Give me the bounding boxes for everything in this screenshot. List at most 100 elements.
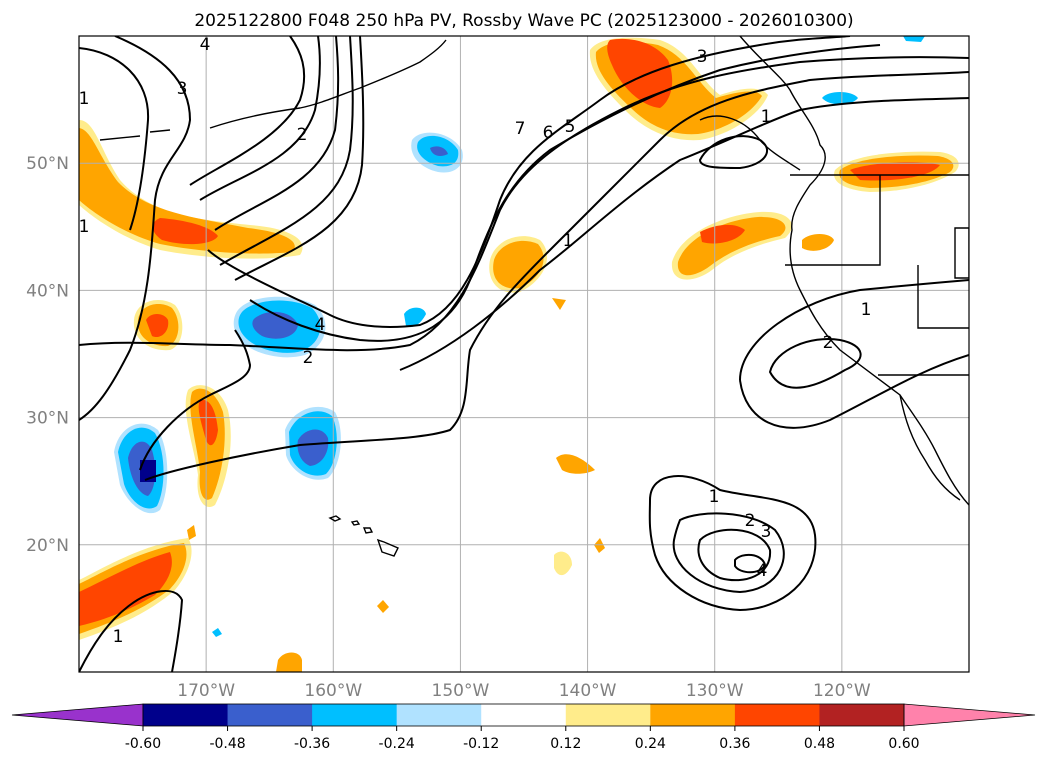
contour-label: 5 [565,117,576,137]
contour-label: 3 [697,47,708,67]
contour-label: 2 [297,125,308,145]
colorbar-segment [227,704,313,726]
contour-label: 1 [563,231,574,251]
negative-anomaly-small-3 [903,36,925,42]
positive-anomaly-interior-core [850,162,940,181]
positive-anomaly-w40-core [146,314,169,338]
colorbar-frame [142,703,905,727]
contour-line-7 [234,36,365,281]
baja-california-coast [899,394,961,501]
contour-2-main [79,56,969,352]
lon-tick-label: 130°W [686,681,744,701]
contour-label: 1 [709,487,720,507]
contour-2-south-closed [672,512,785,594]
negative-anomaly-small-4 [212,628,222,637]
north-america-coast [739,36,969,506]
contour-1-east-upper [739,279,969,381]
aleutian-islands [209,39,447,129]
contour-1-east-lower [739,354,969,429]
contour-1-west [139,329,252,471]
positive-anomaly-west-band-core [152,218,218,245]
positive-anomaly-small-6 [377,600,389,613]
contour-label: 7 [515,119,526,139]
chart-title: 2025122800 F048 250 hPa PV, Rossby Wave … [194,11,853,31]
contour-line-6 [219,36,354,266]
contour-2-east-closed [768,338,862,389]
contour-label: 4 [315,315,326,335]
contour-line-3 [189,36,306,186]
negative-anomaly-160w-core [297,429,329,466]
colorbar-tick-label: 0.48 [804,736,835,752]
positive-anomaly-gulf-alaska-core [607,38,673,108]
positive-anomaly-small-3 [594,538,605,553]
contour-line-5 [214,36,340,231]
lon-tick-label: 140°W [559,681,617,701]
colorbar-tick-label: 0.36 [719,736,750,752]
contour-1-south [79,589,184,672]
positive-anomaly-sw-core [79,552,172,626]
map-content: 4 3 2 1 1 7 6 5 3 1 4 2 1 1 2 1 2 3 4 1 [79,35,969,672]
state-borders [785,175,969,376]
contour-labels: 4 3 2 1 1 7 6 5 3 1 4 2 1 1 2 1 2 3 4 1 [79,35,872,647]
colorbar-segment [312,704,398,726]
negative-anomaly-164w-core [252,311,298,339]
colorbar-segment [565,704,651,726]
western-aleutians [99,129,171,141]
lon-tick-label: 120°W [813,681,871,701]
contour-1-long [144,71,969,481]
contour-line-1 [79,36,192,421]
colorbar-extend-max [903,703,1036,727]
contour-label: 2 [303,348,314,368]
lat-tick-label: 20°N [26,536,69,556]
positive-anomaly-small-5 [552,298,566,310]
map-frame [78,35,970,673]
positive-anomaly-small-2 [554,551,572,576]
gridlines [79,36,969,672]
longitude-labels: 170°W 160°W 150°W 140°W 130°W 120°W [177,681,871,701]
contour-label: 1 [761,107,772,127]
lat-tick-label: 50°N [26,154,69,174]
colorbar-tick-label: -0.60 [125,736,161,752]
positive-anomaly-central [493,240,544,289]
contour-label: 6 [543,123,554,143]
hawaii-islands [328,515,399,557]
lon-tick-label: 160°W [304,681,362,701]
pv-shading [79,36,959,672]
contour-1-south-closed [648,475,817,612]
contour-label: 1 [861,300,872,320]
lon-tick-label: 150°W [432,681,490,701]
positive-anomaly-w30-core [198,399,218,446]
colorbar-segment [819,704,905,726]
positive-anomaly-small-7 [187,525,196,540]
colorbar-segment [481,704,567,726]
colorbar-segment [650,704,736,726]
colorbar-tick-label: -0.36 [294,736,330,752]
contour-label: 3 [177,79,188,99]
contour-4-south-closed [734,553,767,574]
contour-label: 3 [761,522,772,542]
positive-anomaly-oregon [802,234,834,251]
positive-anomaly-offshore [677,216,786,276]
contour-line-4 [199,36,321,201]
colorbar-tick-label: -0.48 [209,736,245,752]
latitude-labels: 20°N 30°N 40°N 50°N [26,154,69,556]
lon-tick-label: 170°W [177,681,235,701]
contour-label: 4 [200,35,211,55]
colorbar-tick-label: 0.12 [550,736,581,752]
positive-anomaly-small-1 [556,454,595,474]
colorbar-segment [734,704,820,726]
colorbar: -0.60 -0.48 -0.36 -0.24 -0.12 0.12 0.24 0.36 0.4… [11,703,1036,752]
contour-label: 1 [79,217,90,237]
contour-3-south-closed [697,528,772,582]
positive-anomaly-small-4 [276,652,302,672]
contour-label: 1 [113,627,124,647]
contour-4-main [207,36,851,328]
colorbar-tick-label: 0.24 [635,736,666,752]
contour-label: 2 [823,333,834,353]
colorbar-tick-label: -0.24 [379,736,415,752]
colorbar-segment [396,704,482,726]
contour-1-bc [698,135,768,170]
positive-anomaly-w30 [190,388,225,500]
colorbar-tick-label: 0.60 [888,736,919,752]
colorbar-segment [143,704,229,726]
